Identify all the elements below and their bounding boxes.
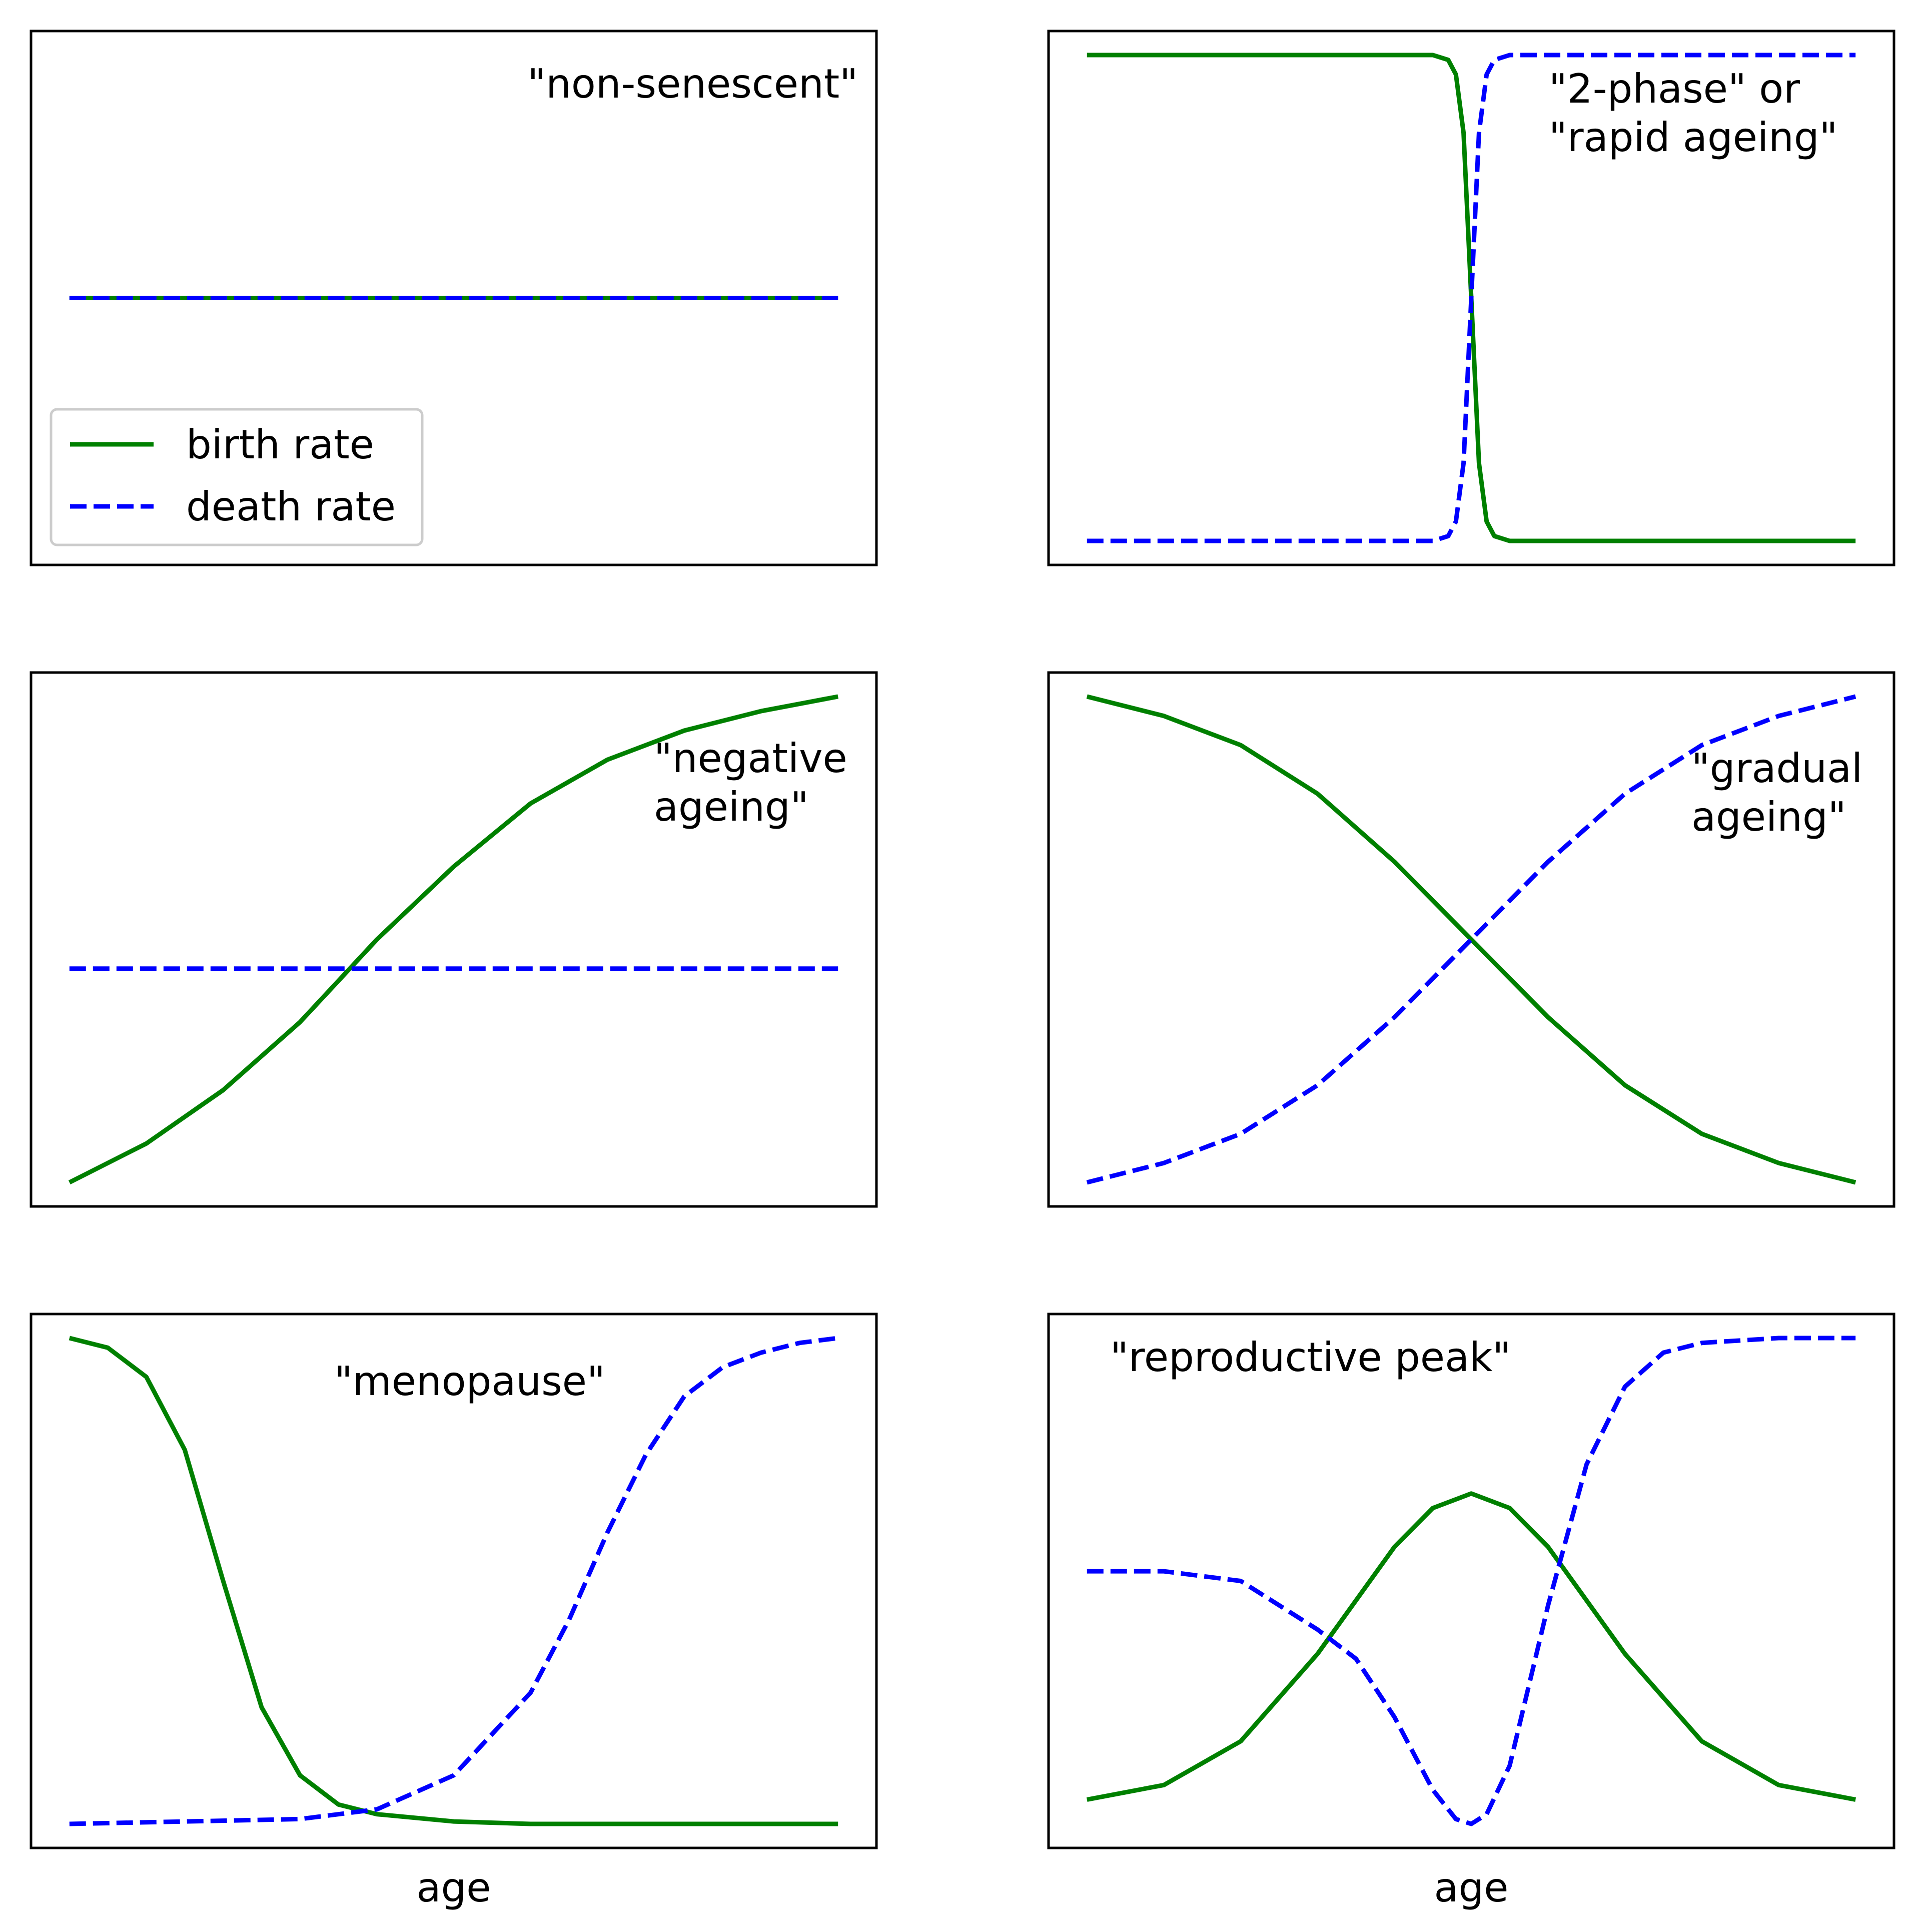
panel-2: "2-phase" or"rapid ageing" bbox=[1047, 30, 1895, 566]
legend: birth rate death rate bbox=[50, 408, 424, 546]
birth-rate-line bbox=[1086, 1491, 1856, 1802]
panel-frame bbox=[1047, 1313, 1895, 1849]
panel-frame bbox=[30, 671, 878, 1208]
death-rate-line bbox=[69, 1336, 838, 1826]
panel-annotation: ageing" bbox=[1691, 794, 1846, 840]
panel-annotation: ageing" bbox=[654, 784, 809, 830]
death-rate-line bbox=[1087, 1336, 1856, 1826]
panel-annotation: "menopause" bbox=[334, 1358, 605, 1405]
panel-frame bbox=[30, 30, 878, 566]
death-rate-line bbox=[1087, 53, 1856, 543]
panel-5: "menopause" age bbox=[30, 1313, 878, 1911]
panel-annotation: "reproductive peak" bbox=[1110, 1334, 1511, 1381]
birth-rate-line bbox=[69, 1336, 838, 1826]
legend-birth-label: birth rate bbox=[186, 421, 374, 468]
birth-rate-line bbox=[1086, 694, 1856, 1185]
panel-annotation: "rapid ageing" bbox=[1549, 114, 1837, 161]
panel-frame bbox=[30, 1313, 878, 1849]
panel-annotation: "negative bbox=[654, 735, 847, 782]
panel-annotation: "2-phase" or bbox=[1549, 66, 1800, 112]
panel-frame bbox=[1047, 30, 1895, 566]
panel-frame bbox=[1047, 671, 1895, 1208]
panel-1: "non-senescent" birth rate death rate bbox=[30, 30, 878, 566]
legend-death-label: death rate bbox=[186, 483, 396, 530]
panel-annotation: "non-senescent" bbox=[527, 61, 858, 107]
panel-6: "reproductive peak" age bbox=[1047, 1313, 1895, 1911]
birth-rate-line bbox=[68, 694, 839, 1185]
panel-annotation: "gradual bbox=[1691, 745, 1862, 792]
x-axis-label: age bbox=[1434, 1864, 1508, 1911]
x-axis-label: age bbox=[416, 1864, 491, 1911]
